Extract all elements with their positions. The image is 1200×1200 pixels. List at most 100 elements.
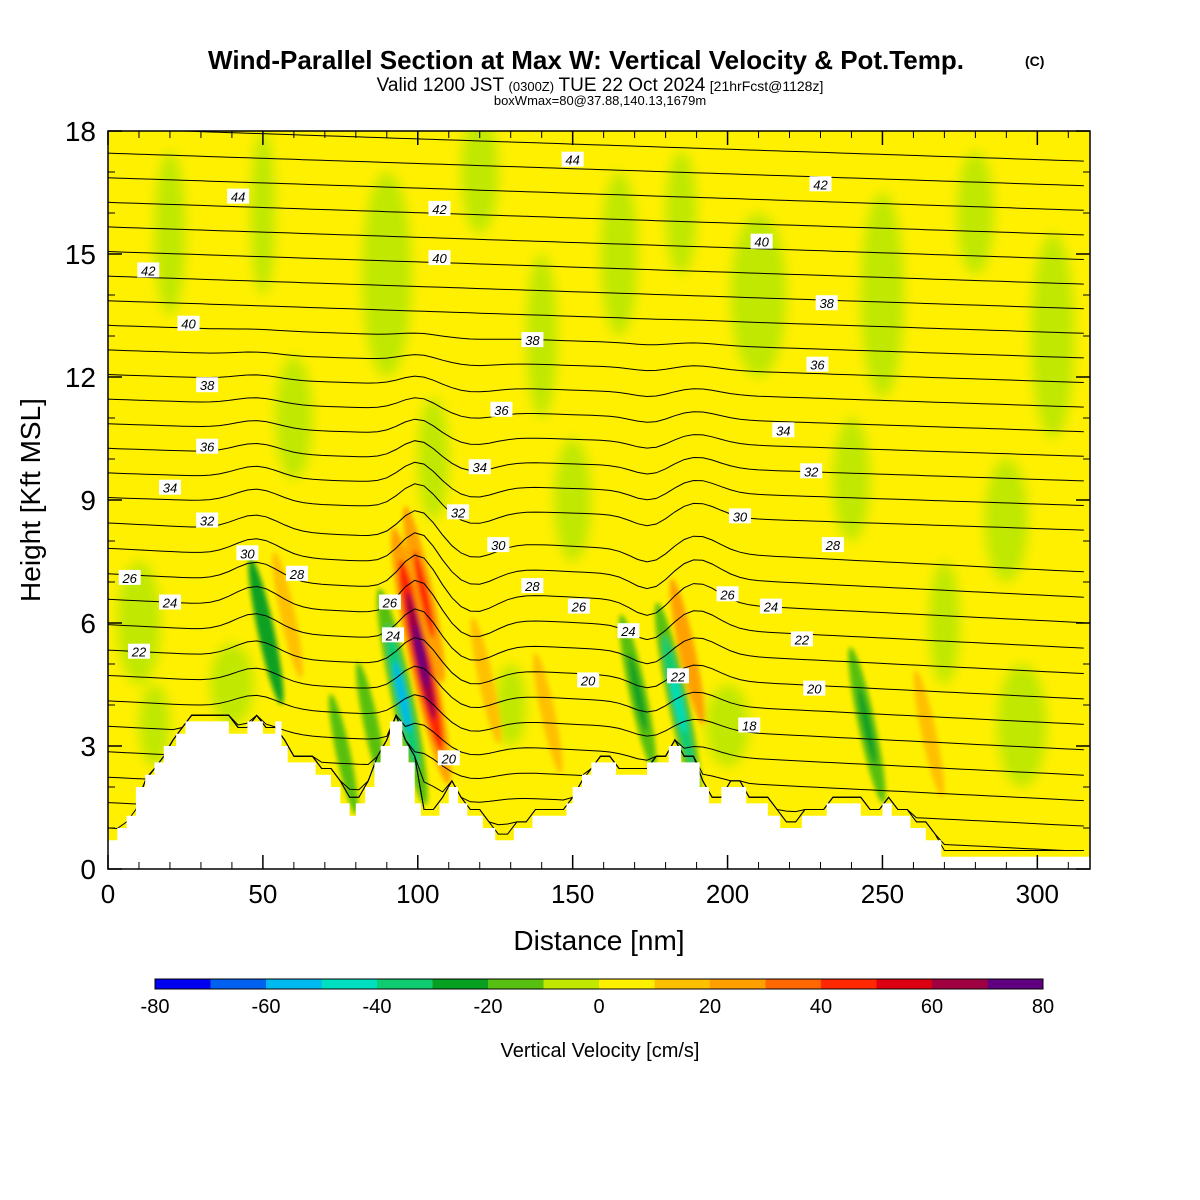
theta-contour: [108, 275, 1084, 310]
velocity-core: [628, 653, 648, 732]
colorbar-segment: [266, 979, 322, 989]
colorbar-segment: [543, 979, 600, 989]
box-info: boxWmax=80@37.88,140.13,1679m: [494, 93, 706, 108]
velocity-core: [413, 623, 429, 688]
contour-label: 22: [670, 669, 686, 684]
contour-label-box: [428, 200, 451, 216]
contour-label: 18: [742, 719, 757, 734]
velocity-core: [413, 550, 435, 639]
velocity-band: [1031, 233, 1075, 439]
contour-label: 32: [451, 505, 466, 520]
contour-label-box: [821, 537, 844, 553]
contour-label: 26: [719, 587, 735, 602]
theta-contour: [108, 714, 1084, 776]
plot-area: 44 42 44 42 40 40 42 38 40 38 36 38 36 34 36 34 32 34 32 30…: [108, 131, 1090, 869]
theta-contour: [166, 131, 1084, 162]
contour-label-box: [428, 250, 451, 266]
theta-contour: [108, 152, 1084, 187]
contour-label: 36: [494, 403, 509, 418]
colorbar-segment: [710, 979, 766, 989]
x-tick-label: 250: [861, 879, 904, 909]
contour-label: 26: [121, 571, 137, 586]
contour-label: 42: [813, 177, 828, 192]
contour-label-box: [127, 643, 150, 659]
x-tick-label: 50: [248, 879, 277, 909]
contour-label: 30: [240, 546, 255, 561]
y-tick-label: 0: [80, 854, 96, 885]
contour-label: 24: [763, 600, 778, 615]
contour-label-box: [378, 594, 401, 610]
contour-label: 30: [491, 538, 506, 553]
contour-label-box: [381, 627, 404, 643]
colorbar-tick-label: 40: [810, 996, 832, 1018]
contour-label-box: [196, 377, 219, 393]
velocity-band: [665, 151, 697, 275]
contour-label: 22: [131, 645, 147, 660]
contour-label: 20: [806, 682, 822, 697]
contour-label: 20: [580, 673, 596, 688]
contour-label-box: [137, 262, 160, 278]
theta-contour: [108, 324, 1084, 359]
contour-label-box: [468, 459, 491, 475]
velocity-band: [138, 684, 170, 767]
colorbar-segment: [488, 979, 544, 989]
velocity-core: [356, 662, 387, 789]
contour-label: 34: [473, 460, 487, 475]
contour-label: 28: [524, 579, 540, 594]
contour-label-box: [815, 295, 838, 311]
contour-label-box: [790, 631, 813, 647]
colorbar-tick-label: -60: [252, 996, 281, 1018]
colorbar-segment: [210, 979, 267, 989]
contour-label: 20: [441, 751, 457, 766]
contour-label: 22: [794, 632, 810, 647]
contour-label-box: [521, 332, 544, 348]
contour-label-box: [490, 401, 513, 417]
velocity-band: [250, 131, 276, 295]
colorbar-segment: [654, 979, 711, 989]
x-tick-label: 150: [551, 879, 594, 909]
valid-date: TUE 22 Oct 2024: [559, 75, 706, 96]
contour-label-box: [227, 188, 250, 204]
contour-labels: 44 42 44 42 40 40 42 38 40 38 36 38 36 34 36 34 32 34 32 30…: [118, 151, 844, 766]
contour-label-box: [196, 438, 219, 454]
theta-contour: [108, 300, 1084, 334]
contour-label: 36: [200, 440, 215, 455]
contour-label: 38: [819, 296, 834, 311]
colorbar-tick-label: 20: [699, 996, 721, 1018]
contour-label: 38: [525, 333, 540, 348]
contour-label: 38: [200, 378, 215, 393]
theta-contour: [108, 397, 1084, 433]
contour-label-box: [806, 356, 829, 372]
velocity-band: [417, 397, 449, 521]
x-tick-label: 200: [706, 879, 749, 909]
contour-label-box: [666, 668, 689, 684]
contour-label-box: [177, 315, 200, 331]
velocity-core: [533, 653, 563, 774]
velocity-core: [393, 660, 411, 733]
chart-title: Wind-Parallel Section at Max W: Vertical…: [208, 45, 964, 75]
theta-contour: [108, 349, 1084, 383]
colorbar: -80 -60 -40 -20 0 20 40 60 80: [141, 978, 1054, 1018]
velocity-band: [461, 131, 499, 234]
colorbar-segment: [987, 979, 1044, 989]
contour-label: 30: [733, 509, 748, 524]
theta-contour: [108, 374, 1084, 408]
velocity-core: [272, 551, 303, 678]
contour-label-box: [759, 598, 782, 614]
theta-contour: [108, 251, 1084, 285]
velocity-band: [997, 664, 1047, 787]
velocity-band: [984, 459, 1029, 582]
contour-label-box: [437, 750, 460, 766]
contour-label: 36: [810, 358, 825, 373]
x-axis-label: Distance [nm]: [513, 925, 684, 956]
contour-label-box: [285, 565, 308, 581]
contour-label: 40: [754, 235, 769, 250]
contour-label: 32: [200, 514, 215, 529]
colorbar-segment: [155, 979, 211, 989]
contour-label-box: [236, 545, 259, 561]
x-axis: 0 50 100 150 200 250 300: [101, 131, 1069, 909]
colorbar-tick-label: 80: [1032, 996, 1054, 1018]
colorbar-segment: [599, 979, 655, 989]
